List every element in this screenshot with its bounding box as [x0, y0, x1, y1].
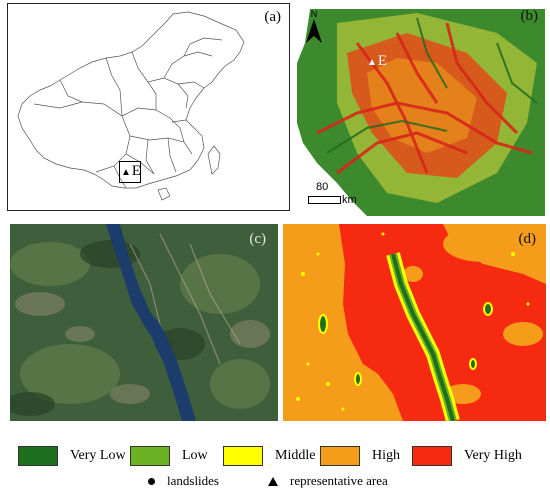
representative-area-box [119, 161, 141, 183]
legend-swatch-middle [223, 446, 263, 466]
legend-middle: Middle [223, 446, 315, 466]
dot-icon [148, 477, 155, 485]
susceptibility-classification-image [283, 224, 546, 421]
legend-swatch-low [130, 446, 170, 466]
north-arrow: N [305, 9, 323, 45]
legend-label-landslides: landslides [167, 473, 219, 488]
legend-swatch-very-high [412, 446, 452, 466]
marker-b-text: E [377, 53, 388, 69]
regional-susceptibility-image [297, 3, 545, 216]
panel-a-label: (a) [264, 9, 281, 25]
panel-a-outline-map: (a) ▲E [7, 3, 290, 211]
country-outline-map [17, 11, 245, 201]
triangle-icon [268, 476, 278, 486]
legend-high: High [320, 446, 400, 466]
marker-a-text: E [131, 163, 142, 179]
legend-very-low: Very Low [18, 446, 126, 466]
panel-c-label: (c) [249, 231, 266, 247]
panel-c-satellite-image: (c) [10, 224, 278, 421]
representative-area-marker-b: ▲E [367, 53, 387, 70]
panel-b-label: (b) [520, 8, 539, 24]
triangle-icon: ▲ [121, 167, 131, 178]
north-arrow-icon [306, 19, 322, 43]
legend-swatch-high [320, 446, 360, 466]
legend-label-high: High [372, 448, 400, 463]
representative-area-marker-a: ▲E [121, 163, 141, 180]
legend-landslides: landslides [148, 473, 219, 489]
north-label: N [310, 9, 318, 19]
legend-label-low: Low [182, 448, 208, 463]
legend-low: Low [130, 446, 208, 466]
panel-d-label: (d) [518, 231, 537, 247]
legend-label-very-low: Very Low [70, 448, 126, 463]
scale-value: 80 [316, 181, 329, 193]
legend-label-very-high: Very High [464, 448, 522, 463]
legend: Very Low Low Middle High Very High lands… [0, 432, 550, 492]
satellite-imagery [10, 224, 278, 421]
scale-unit: km [342, 194, 357, 206]
legend-swatch-very-low [18, 446, 58, 466]
legend-very-high: Very High [412, 446, 522, 466]
triangle-icon: ▲ [367, 57, 377, 68]
legend-label-middle: Middle [275, 448, 316, 463]
legend-label-representative-area: representative area [290, 473, 388, 488]
legend-representative-area: representative area [268, 473, 388, 489]
panel-b-regional-map: N (b) ▲E 80 km [297, 3, 545, 216]
scale-bar [308, 196, 341, 204]
panel-d-susceptibility-map: (d) [283, 224, 546, 421]
